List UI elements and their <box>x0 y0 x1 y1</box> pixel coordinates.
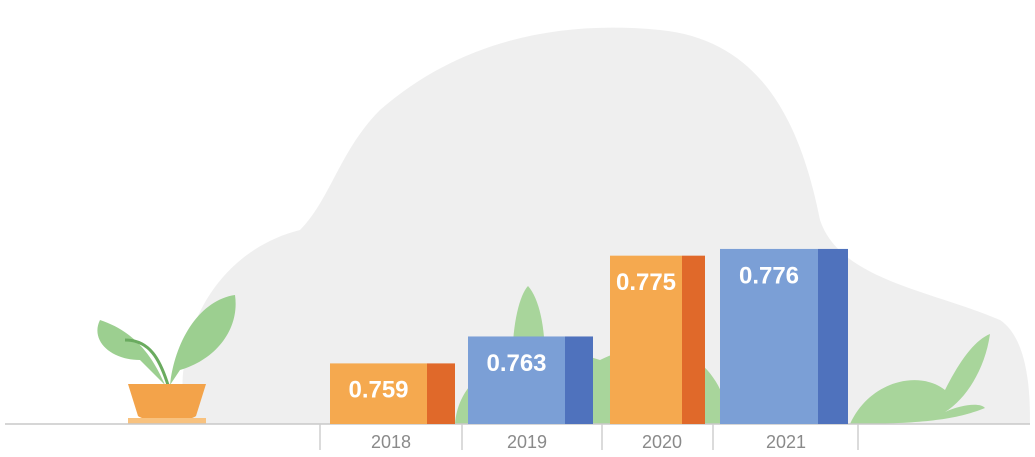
bar-side <box>427 363 455 424</box>
value-label: 0.776 <box>739 262 799 289</box>
value-label: 0.763 <box>486 350 546 377</box>
separators <box>319 424 859 450</box>
bar-side <box>818 248 848 424</box>
bar-front <box>468 336 565 424</box>
x-tick-label: 2021 <box>766 432 806 452</box>
plant <box>97 295 236 424</box>
bar-side <box>565 336 593 424</box>
bar-front <box>720 248 818 424</box>
bar-front <box>610 255 682 424</box>
bar-front <box>330 363 427 424</box>
x-tick-label: 2020 <box>642 432 682 452</box>
decoration-leaf <box>850 334 990 424</box>
value-label: 0.775 <box>616 269 676 296</box>
x-tick-label: 2019 <box>507 432 547 452</box>
bar-side <box>682 255 705 424</box>
value-label: 0.759 <box>348 377 408 404</box>
x-tick-label: 2018 <box>371 432 411 452</box>
